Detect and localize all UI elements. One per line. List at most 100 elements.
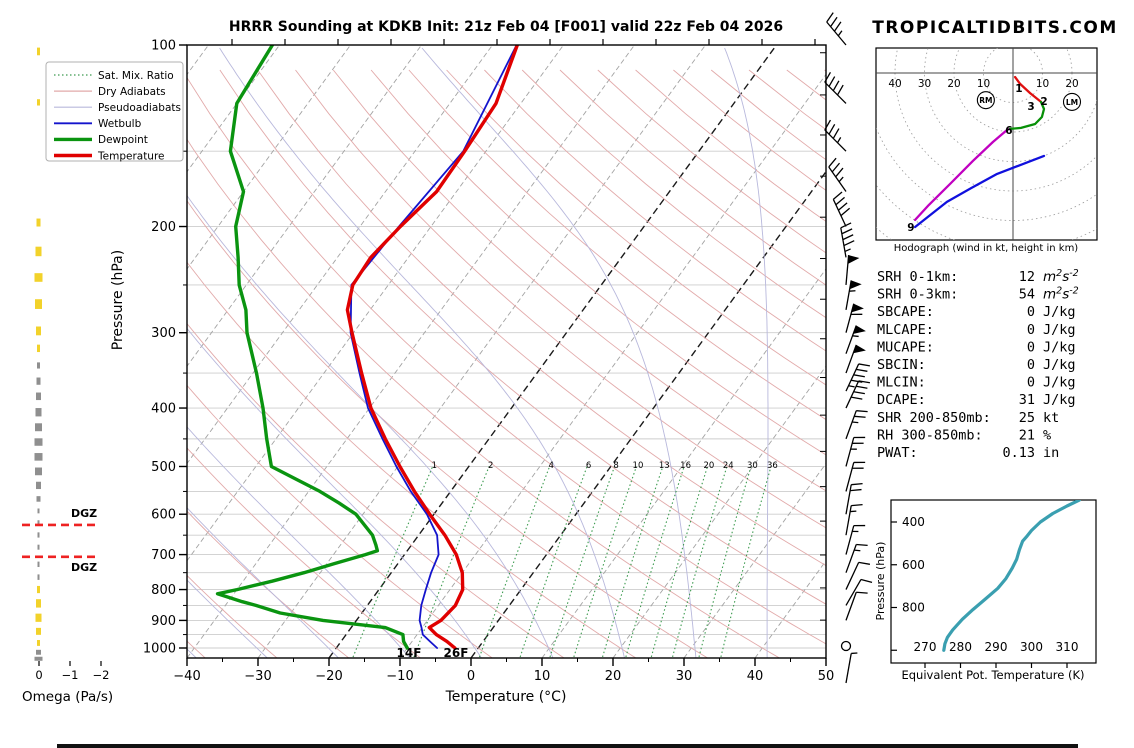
mixing-ratio-label-8: 8 [613,461,618,471]
mixing-ratio-line-2 [412,466,490,658]
wind-barb [845,578,873,606]
stat-unit-3: J/kg [1043,322,1076,338]
storm-marker-label-LM: LM [1066,98,1078,107]
dry-adiabat [295,69,826,529]
omega-segment [37,532,40,538]
stat-value-7: 31 [1019,392,1035,408]
omega-segment [35,299,42,309]
hodo-ring-label: 30 [918,78,931,90]
omega-segment [37,640,40,646]
wind-barb [845,482,863,515]
omega-segment [37,561,40,568]
mixing-ratio-label-1: 1 [432,461,437,471]
stat-value-8: 25 [1019,410,1035,426]
mixing-ratio-line-30 [698,466,752,658]
stat-value-3: 0 [1027,322,1035,338]
mixing-ratio-label-16: 16 [680,461,691,471]
pseudoadiabat [187,426,411,658]
mixing-ratio-line-8 [549,466,616,658]
stat-label-4: MUCAPE: [877,339,934,355]
watermark: TROPICALTIDBITS.COM [872,18,1118,38]
wetbulb-curve [349,45,518,649]
hodo-trace-0-2 km [1013,75,1043,104]
omega-segment [34,438,43,446]
pressure-axis-label: Pressure (hPa) [110,250,126,350]
hodograph-panel: 40 30 20 10 10 20 RM LM 1 23 6 9 [875,47,1098,241]
omega-segment [36,377,41,385]
temp-tick-label--10: −10 [386,669,413,684]
calm-circle [840,640,852,652]
omega-segment [34,656,43,661]
pseudoadiabat-lines [187,47,769,658]
wind-barb [845,410,868,440]
omega-tick-label: −1 [62,668,79,682]
wind-barb [845,363,871,392]
storm-marker-RM [976,91,995,110]
sounding-curves [215,45,519,650]
mixing-ratio-line-16 [624,466,685,658]
mixing-ratio-label-10: 10 [633,461,644,471]
bottom-divider [57,744,1078,748]
pressure-tick-label-200: 200 [151,220,176,235]
isotherm--50C [187,45,564,562]
isotherm--90C [187,45,280,173]
isotherm--40C [187,45,635,658]
dewpoint-curve [215,45,409,650]
dry-adiabat [187,200,709,658]
legend-box [45,61,184,162]
mixing-ratio-label-24: 24 [723,461,734,471]
temp-tick-label-50: 50 [818,669,835,684]
hodo-trace-upper [913,154,1046,229]
dgz-label-top: DGZ [71,507,97,520]
stat-label-7: DCAPE: [877,392,926,408]
theta-e-ylabel: Pressure (hPa) [874,542,887,621]
temp-tick-label--20: −20 [315,669,342,684]
stat-label-0: SRH 0-1km: [877,269,958,285]
hodo-ring-label: 10 [1036,78,1049,90]
legend-label-4: Dewpoint [98,134,148,146]
omega-segment [37,99,40,106]
omega-segment [35,467,42,476]
isotherm--80C [187,45,351,270]
stat-unit-7: J/kg [1043,392,1076,408]
wind-barb [840,222,855,258]
isotherm--10C [399,73,826,658]
mixing-ratio-label-20: 20 [703,461,714,471]
stat-value-1: 54 [1019,287,1035,303]
omega-segment [37,585,40,594]
hodo-height-label-2: 2 [1040,96,1047,108]
stat-label-5: SBCIN: [877,357,926,373]
hodograph-caption: Hodograph (wind in kt, height in km) [894,243,1079,254]
stat-unit-6: J/kg [1043,375,1076,391]
theta-e-frame [890,499,1097,664]
wind-barb [845,503,863,536]
storm-marker-LM [1062,92,1082,111]
wind-barb [845,543,868,573]
isotherm--30C [257,45,706,658]
pressure-tick-label-600: 600 [151,508,176,523]
stat-unit-4: J/kg [1043,339,1076,355]
dry-adiabat [187,574,278,658]
hodo-ring-label: 10 [977,78,990,90]
stat-label-8: SHR 200-850mb: [877,410,991,426]
wind-barb [832,191,851,227]
wind-barb-column [824,12,873,684]
dry-adiabat [219,69,826,605]
mixing-ratio-label-30: 30 [747,461,758,471]
omega-segment [35,408,42,417]
theta-e-ytick-label: 800 [902,601,925,615]
wind-barb [845,280,862,311]
omega-segment [37,508,40,514]
mixing-ratio-line-6 [519,466,588,658]
theta-e-xtick-label: 310 [1056,640,1079,654]
dry-adiabat [408,69,826,421]
stat-value-2: 0 [1027,304,1035,320]
isotherm-0C [470,170,826,658]
mixing-ratio-line-20 [650,466,709,658]
stat-unit-1: m2s-2 [1043,286,1079,303]
mixing-ratio-label-36: 36 [767,461,778,471]
mixing-ratio-lines [352,466,772,658]
isotherm--20C [328,45,778,658]
wind-barb [845,652,858,684]
